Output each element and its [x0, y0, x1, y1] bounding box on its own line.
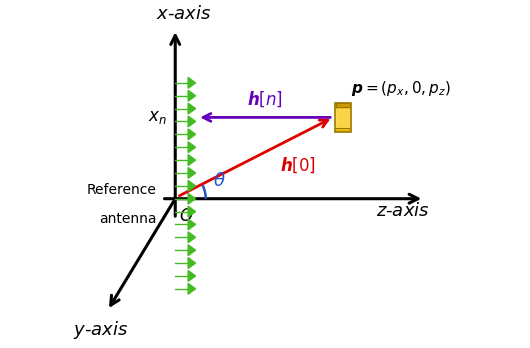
Polygon shape — [188, 258, 196, 268]
Text: $\theta$: $\theta$ — [213, 172, 226, 190]
Text: antenna: antenna — [99, 212, 156, 226]
Text: $\boldsymbol{p}=(p_x, 0, p_z)$: $\boldsymbol{p}=(p_x, 0, p_z)$ — [351, 79, 451, 98]
Bar — [337, 109, 349, 128]
Polygon shape — [188, 219, 196, 230]
Text: $y$-axis: $y$-axis — [73, 319, 128, 341]
Text: $\boldsymbol{h}[n]$: $\boldsymbol{h}[n]$ — [247, 89, 283, 109]
Polygon shape — [188, 245, 196, 256]
Text: $O$: $O$ — [179, 207, 193, 225]
Polygon shape — [188, 167, 196, 179]
Polygon shape — [188, 193, 196, 204]
Polygon shape — [188, 155, 196, 166]
Polygon shape — [188, 90, 196, 101]
Text: Reference: Reference — [87, 183, 156, 197]
Polygon shape — [188, 206, 196, 217]
Polygon shape — [188, 283, 196, 294]
Polygon shape — [188, 78, 196, 88]
Text: $z$-axis: $z$-axis — [376, 202, 429, 220]
Bar — [335, 103, 351, 132]
Polygon shape — [188, 142, 196, 153]
Bar — [336, 103, 350, 107]
Text: $x$-axis: $x$-axis — [156, 5, 211, 23]
Polygon shape — [188, 103, 196, 114]
Polygon shape — [188, 180, 196, 191]
Polygon shape — [188, 232, 196, 243]
Text: $\boldsymbol{h}[0]$: $\boldsymbol{h}[0]$ — [280, 156, 316, 175]
Polygon shape — [188, 116, 196, 127]
Polygon shape — [188, 129, 196, 140]
Text: $x_n$: $x_n$ — [148, 109, 167, 126]
Polygon shape — [188, 270, 196, 281]
